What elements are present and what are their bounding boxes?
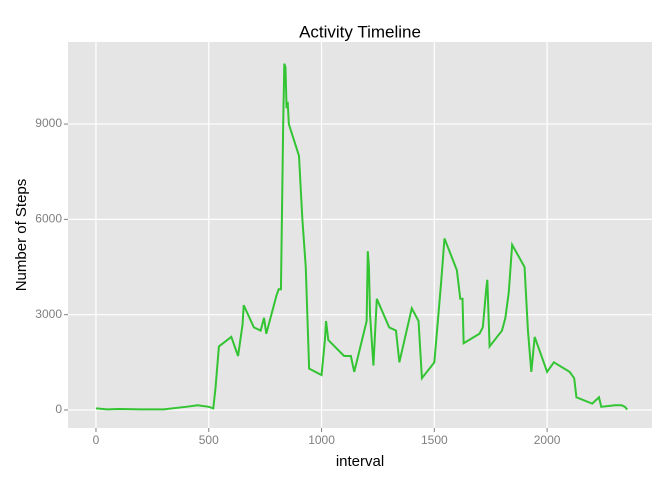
y-tick-label: 9000 [35,116,62,130]
x-tick-label: 2000 [534,433,561,447]
x-tick-label: 500 [199,433,219,447]
y-axis-label: Number of Steps [13,179,30,292]
y-tick-label: 3000 [35,307,62,321]
chart-title: Activity Timeline [299,22,421,41]
x-tick-label: 0 [93,433,100,447]
y-tick-label: 6000 [35,212,62,226]
y-tick-label: 0 [55,402,62,416]
data-line [95,63,628,411]
x-axis-label: interval [336,453,384,470]
x-tick-label: 1000 [308,433,335,447]
x-tick-label: 1500 [421,433,448,447]
panel [68,42,652,428]
